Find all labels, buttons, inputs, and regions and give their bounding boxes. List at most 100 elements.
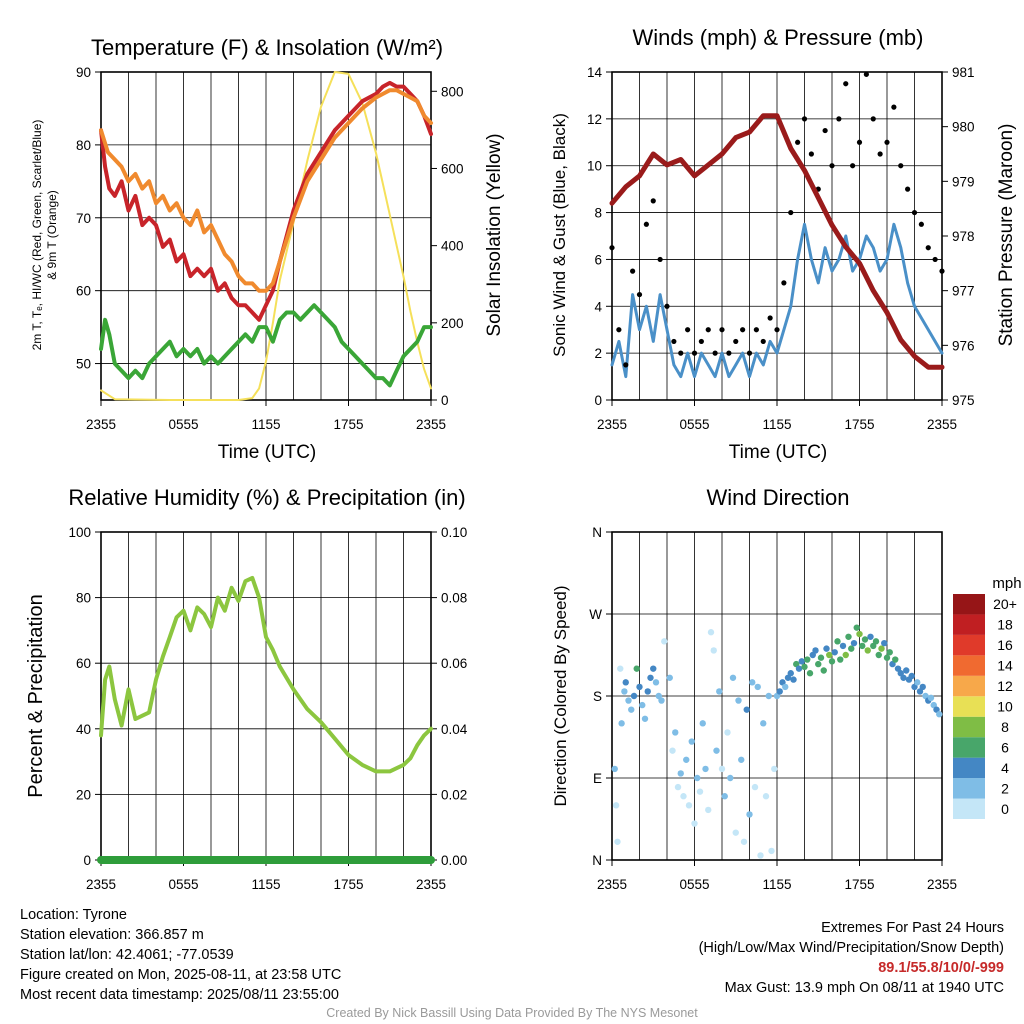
wind-direction-point — [614, 838, 621, 845]
wind-direction-point — [611, 765, 618, 773]
colorbar-label: 10 — [997, 699, 1013, 715]
gust-point — [898, 163, 904, 169]
colorbar-swatch — [953, 778, 985, 799]
wind-direction-point — [751, 783, 759, 791]
wind-direction-point — [839, 642, 847, 650]
y-tick-label: 4 — [594, 299, 602, 314]
wind-direction-point — [875, 651, 882, 659]
y-tick-label: W — [589, 607, 602, 622]
gust-point — [863, 71, 869, 77]
wind-direction-point — [815, 660, 822, 668]
gust-point — [753, 327, 759, 333]
y2-tick-label: 0.04 — [441, 722, 468, 737]
y-tick-label: E — [593, 771, 602, 786]
temp-xlabel: Time (UTC) — [218, 442, 317, 463]
x-tick-label: 1755 — [844, 877, 874, 892]
wind-direction-point — [666, 674, 673, 681]
wind-direction-point — [848, 645, 855, 652]
wind-ylabel-right: Station Pressure (Maroon) — [996, 124, 1017, 347]
wind-direction-point — [936, 711, 943, 718]
wind-direction-point — [685, 802, 693, 809]
wind-direction-point — [724, 729, 731, 736]
wind-direction-point — [776, 688, 783, 695]
wind-direction-point — [850, 639, 858, 647]
wind-direction-point — [812, 647, 819, 654]
wind-direction-point — [735, 697, 742, 704]
x-tick-label: 2355 — [416, 417, 446, 432]
y-tick-label: 10 — [587, 159, 602, 174]
wind-direction-point — [738, 756, 745, 763]
x-tick-label: 2355 — [927, 417, 957, 432]
gust-point — [760, 338, 766, 345]
wind-direction-point — [795, 665, 803, 672]
colorbar-label: 8 — [1001, 719, 1009, 735]
gust-point — [891, 104, 897, 110]
wind-direction-point — [688, 738, 695, 745]
extremes-title: Extremes For Past 24 Hours — [821, 920, 1004, 936]
gust-point — [781, 280, 787, 286]
gust-point — [719, 327, 725, 333]
dewpoint-line — [99, 303, 433, 388]
y-tick-label: 0 — [83, 853, 91, 868]
station-pressure-line — [609, 113, 945, 370]
gust-point — [774, 327, 780, 333]
station-info: Location: Tyrone Station elevation: 366.… — [20, 905, 341, 1005]
wind-direction-point — [820, 667, 827, 674]
gust-point — [643, 221, 649, 227]
x-tick-label: 0555 — [679, 417, 709, 432]
wind-direction-point — [790, 676, 797, 683]
wind-direction-point — [872, 638, 880, 645]
x-tick-label: 2355 — [86, 417, 116, 432]
wind-direction-point — [639, 701, 646, 709]
gust-point — [905, 186, 911, 192]
colorbar-swatch — [953, 798, 985, 819]
gust-point — [636, 291, 643, 298]
gust-point — [705, 327, 711, 333]
wind-direction-point — [817, 654, 825, 661]
wind-direction-point — [716, 688, 723, 695]
gust-point — [678, 350, 684, 356]
temp-panel-title: Temperature (F) & Insolation (W/m²) — [91, 35, 443, 60]
colorbar-swatch — [953, 614, 985, 635]
y-tick-label: 100 — [68, 525, 91, 540]
colorbar-swatch — [953, 655, 985, 676]
wind-direction-point — [710, 647, 717, 654]
gust-point — [829, 163, 835, 169]
colorbar-title: mph — [992, 575, 1021, 592]
gust-point — [836, 116, 842, 122]
wind-direction-point — [861, 636, 869, 643]
y-tick-label: 2 — [594, 346, 602, 361]
y2-tick-label: 0.02 — [441, 787, 467, 802]
wind-direction-point — [749, 679, 756, 686]
wind-direction-point — [859, 642, 866, 650]
y2-tick-label: 975 — [952, 393, 975, 408]
gust-point — [925, 245, 931, 251]
wind-direction-point — [914, 679, 921, 686]
gust-point — [932, 256, 938, 263]
wind-direction-point — [674, 783, 682, 791]
wind-direction-point — [650, 665, 657, 672]
plot-frame — [100, 71, 432, 401]
gust-point — [918, 221, 924, 227]
wind-direction-point — [754, 683, 761, 691]
wind-direction-point — [721, 793, 728, 800]
wind-direction-point — [867, 633, 874, 640]
gust-point — [630, 268, 636, 274]
wind-direction-point — [762, 793, 770, 800]
x-tick-label: 1155 — [762, 417, 791, 432]
wind-direction-point — [625, 697, 632, 704]
wind-direction-point — [892, 656, 899, 663]
gust-point — [884, 139, 890, 145]
wind-direction-point — [718, 765, 726, 773]
wind-direction-point — [760, 720, 767, 727]
wind-direction-point — [883, 654, 891, 661]
colorbar-label: 12 — [997, 678, 1013, 694]
y-tick-label: 0 — [594, 393, 602, 408]
temperature-9m-line — [99, 88, 433, 293]
gust-point — [685, 327, 691, 333]
colorbar-swatch — [953, 594, 985, 615]
colorbar-swatch — [953, 757, 985, 779]
wind-ylabel-left: Sonic Wind & Gust (Blue, Black) — [550, 113, 569, 357]
figure-created: Figure created on Mon, 2025-08-11, at 23… — [20, 967, 342, 983]
